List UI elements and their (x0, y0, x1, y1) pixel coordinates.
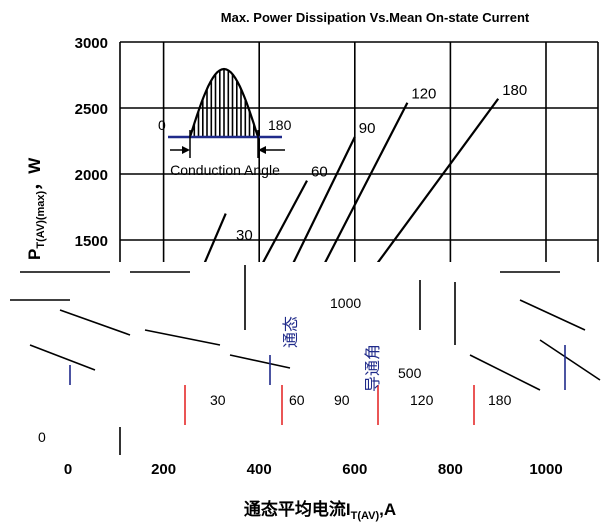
lower-region-label: 30 (210, 392, 226, 408)
lower-region-label: 1000 (330, 295, 361, 311)
corrupted-lower-region: 30 60 90 120 180 1000 500 0 通态 导通角 (0, 262, 603, 445)
x-tick-label: 1000 (529, 461, 562, 478)
inset-hatching (193, 69, 255, 137)
y-axis-label-tail: ，W (25, 157, 44, 191)
lower-region-label: 0 (38, 429, 46, 445)
inset-arrowhead-right (258, 146, 266, 154)
blue-noise-marks (69, 345, 566, 390)
x-axis-label-main: 通态平均电流I (244, 499, 351, 519)
y-tick-label: 2500 (75, 101, 108, 118)
lower-region-label: 500 (398, 365, 422, 381)
lower-region-label: 180 (488, 392, 512, 408)
x-axis-label: 通态平均电流IT(AV),A (244, 499, 396, 522)
vertical-text-2: 导通角 (364, 344, 382, 392)
x-tick-labels: 0 200 400 600 800 1000 (64, 461, 563, 478)
inset-right-label: 180 (268, 117, 292, 133)
y-tick-labels: 1500 2000 2500 3000 (75, 35, 108, 250)
series-label-120: 120 (411, 86, 436, 103)
y-axis-label-text: PT(AV)(max)，W (25, 157, 47, 260)
grid-lines (120, 42, 598, 262)
x-tick-label: 600 (342, 461, 367, 478)
noise-marks (10, 265, 601, 391)
lower-region-background (0, 262, 603, 427)
y-tick-label: 1500 (75, 233, 108, 250)
lower-region-labels: 30 60 90 120 180 1000 500 0 (38, 295, 512, 445)
vertical-text-1: 通态 (282, 316, 300, 348)
inset-caption: Conduction Angle (170, 162, 280, 178)
lower-region-label: 90 (334, 392, 350, 408)
series-label-30: 30 (236, 227, 253, 244)
x-tick-label: 800 (438, 461, 463, 478)
inset-left-label: 0 (158, 117, 166, 133)
series-label-90: 90 (359, 120, 376, 137)
x-axis-label-sub: T(AV) (351, 510, 380, 522)
inset-arrowhead-left (182, 146, 190, 154)
red-markers (184, 385, 475, 425)
x-tick-label: 400 (247, 461, 272, 478)
y-axis-label: PT(AV)(max)，W (25, 157, 47, 260)
y-axis-label-sub: T(AV)(max) (35, 190, 47, 248)
y-tick-label: 3000 (75, 35, 108, 52)
x-axis-label-tail: ,A (379, 500, 396, 519)
series-label-180: 180 (502, 82, 527, 99)
lower-region-label: 120 (410, 392, 434, 408)
x-tick-label: 200 (151, 461, 176, 478)
y-axis-label-main: P (25, 249, 44, 260)
lower-region-label: 60 (289, 392, 305, 408)
x-tick-label: 0 (64, 461, 72, 478)
series-labels: 30 60 90 120 180 (236, 82, 527, 244)
y-tick-label: 2000 (75, 167, 108, 184)
series-label-60: 60 (311, 164, 328, 181)
chart-title: Max. Power Dissipation Vs.Mean On-state … (221, 10, 530, 25)
conduction-angle-inset: 0 180 Conduction Angle (158, 67, 292, 178)
